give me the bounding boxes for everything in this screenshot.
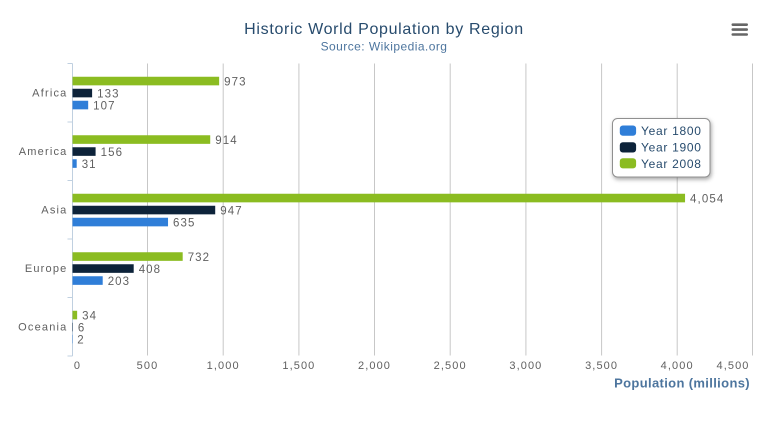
svg-text:1,500: 1,500 [282,360,315,372]
svg-text:34: 34 [82,310,97,322]
svg-text:Year 2008: Year 2008 [641,157,702,171]
svg-text:2,500: 2,500 [434,360,467,372]
svg-text:3,500: 3,500 [585,360,618,372]
svg-text:4,500: 4,500 [716,360,749,372]
svg-text:4,054: 4,054 [690,193,724,205]
svg-text:973: 973 [224,76,247,88]
svg-text:6: 6 [78,322,86,334]
svg-text:Asia: Asia [41,205,67,217]
svg-text:Oceania: Oceania [18,322,67,334]
svg-text:31: 31 [82,159,97,171]
svg-text:2,000: 2,000 [358,360,391,372]
svg-text:4,000: 4,000 [661,360,694,372]
svg-text:Year 1900: Year 1900 [641,141,702,155]
svg-text:Africa: Africa [32,88,67,100]
svg-text:500: 500 [137,360,159,372]
svg-text:Historic World Population by R: Historic World Population by Region [244,21,524,38]
svg-text:914: 914 [215,135,238,147]
svg-text:0: 0 [74,360,81,372]
svg-text:156: 156 [101,147,124,159]
svg-text:3,000: 3,000 [509,360,542,372]
svg-text:732: 732 [188,252,211,264]
svg-text:133: 133 [97,88,120,100]
svg-text:Source: Wikipedia.org: Source: Wikipedia.org [321,40,448,54]
svg-text:203: 203 [108,276,131,288]
svg-text:408: 408 [139,264,162,276]
svg-text:Europe: Europe [25,263,68,275]
svg-text:2: 2 [77,334,85,346]
svg-text:635: 635 [173,217,196,229]
svg-text:107: 107 [93,100,116,112]
svg-text:1,000: 1,000 [207,360,240,372]
svg-text:America: America [19,146,68,158]
svg-text:Year 1800: Year 1800 [641,124,702,138]
svg-text:947: 947 [220,205,243,217]
svg-text:Population (millions): Population (millions) [614,376,750,391]
